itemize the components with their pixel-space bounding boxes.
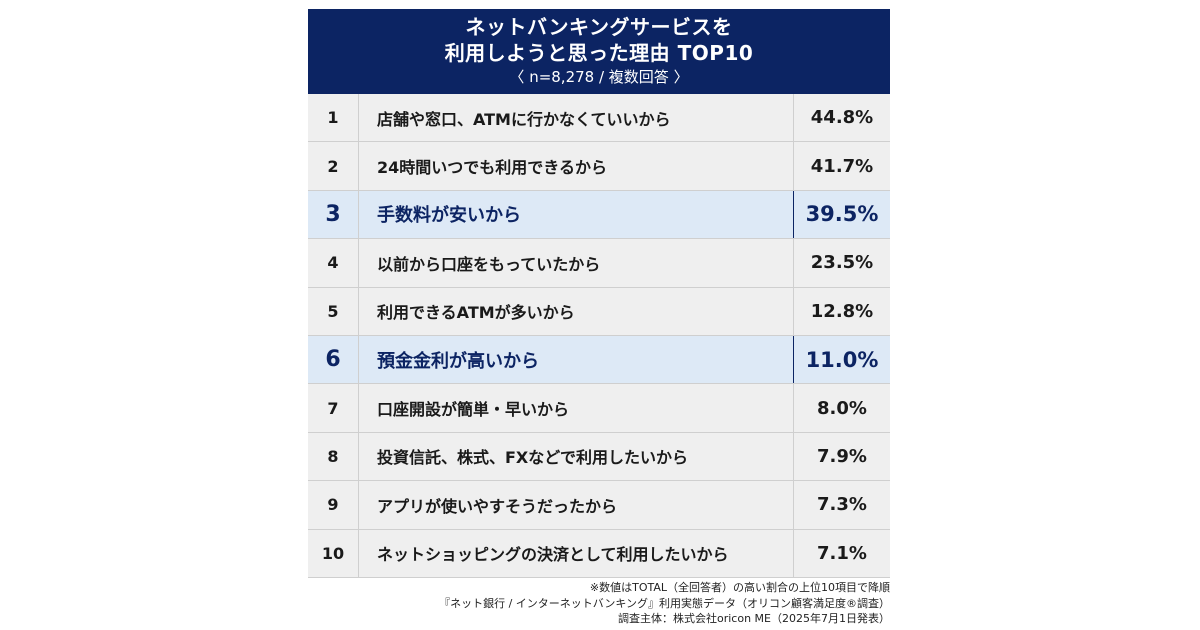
table-row: 7 口座開設が簡単・早いから 8.0% bbox=[308, 384, 890, 433]
reason-cell: 投資信託、株式、FXなどで利用したいから bbox=[359, 432, 794, 481]
percent-cell: 39.5% bbox=[805, 202, 879, 227]
table-row: 2 24時間いつでも利用できるから 41.7% bbox=[308, 142, 890, 191]
reason-cell: アプリが使いやすそうだったから bbox=[359, 481, 794, 529]
footnote-publisher: 調査主体：株式会社oricon ME（2025年7月1日発表） bbox=[618, 612, 890, 625]
reason-cell: 24時間いつでも利用できるから bbox=[359, 142, 794, 190]
reason-cell: 預金金利が高いから bbox=[359, 335, 794, 384]
table-row: 4 以前から口座をもっていたから 23.5% bbox=[308, 239, 890, 288]
table-row: 8 投資信託、株式、FXなどで利用したいから 7.9% bbox=[308, 432, 890, 482]
rank-cell: 4 bbox=[308, 239, 359, 287]
rank-cell: 10 bbox=[308, 529, 359, 577]
reason-cell: 手数料が安いから bbox=[359, 190, 794, 239]
rank-cell: 9 bbox=[308, 481, 359, 529]
reason-cell: 店舗や窓口、ATMに行かなくていいから bbox=[359, 94, 794, 142]
table-row: 6 預金金利が高いから 11.0% bbox=[308, 335, 890, 385]
percent-cell: 7.1% bbox=[817, 542, 867, 564]
percent-cell: 41.7% bbox=[810, 155, 874, 177]
reason-cell: ネットショッピングの決済として利用したいから bbox=[359, 529, 794, 577]
percent-cell: 7.9% bbox=[817, 445, 867, 467]
rank-cell: 1 bbox=[308, 94, 359, 142]
percent-cell: 12.8% bbox=[810, 300, 874, 322]
ranking-table: 1 店舗や窓口、ATMに行かなくていいから 44.8% 2 24時間いつでも利用できるか… bbox=[308, 94, 890, 578]
reason-cell: 以前から口座をもっていたから bbox=[359, 239, 794, 287]
table-row: 3 手数料が安いから 39.5% bbox=[308, 190, 890, 240]
footnote-source: 『ネット銀行 / インターネットバンキング』利用実態データ（オリコン顧客満足度®… bbox=[439, 596, 890, 610]
percent-cell: 7.3% bbox=[817, 494, 867, 516]
reason-cell: 利用できるATMが多いから bbox=[359, 287, 794, 335]
percent-cell: 8.0% bbox=[817, 397, 867, 419]
title-line-1: ネットバンキングサービスを bbox=[465, 15, 733, 39]
rank-cell: 3 bbox=[308, 190, 359, 239]
table-row: 9 アプリが使いやすそうだったから 7.3% bbox=[308, 481, 890, 530]
table-row: 1 店舗や窓口、ATMに行かなくていいから 44.8% bbox=[308, 94, 890, 143]
reason-cell: 口座開設が簡単・早いから bbox=[359, 384, 794, 432]
title-line-2: 利用しようと思った理由 TOP10 bbox=[444, 41, 754, 65]
footnote-sort-order: ※数値はTOTAL（全回答者）の高い割合の上位10項目で降順 bbox=[589, 581, 890, 594]
ranking-header: ネットバンキングサービスを 利用しようと思った理由 TOP10 〈 n=8,27… bbox=[308, 9, 890, 94]
percent-cell: 11.0% bbox=[805, 347, 879, 372]
rank-cell: 6 bbox=[308, 335, 359, 384]
table-row: 5 利用できるATMが多いから 12.8% bbox=[308, 287, 890, 336]
footnotes: ※数値はTOTAL（全回答者）の高い割合の上位10項目で降順 『ネット銀行 / … bbox=[439, 580, 890, 627]
percent-cell: 44.8% bbox=[810, 107, 874, 129]
table-row: 10 ネットショッピングの決済として利用したいから 7.1% bbox=[308, 529, 890, 578]
percent-cell: 23.5% bbox=[810, 252, 874, 274]
ranking-panel: ネットバンキングサービスを 利用しようと思った理由 TOP10 〈 n=8,27… bbox=[308, 9, 890, 578]
rank-cell: 2 bbox=[308, 142, 359, 190]
sample-subtitle: 〈 n=8,278 / 複数回答 〉 bbox=[509, 68, 689, 86]
rank-cell: 8 bbox=[308, 432, 359, 481]
rank-cell: 5 bbox=[308, 287, 359, 335]
rank-cell: 7 bbox=[308, 384, 359, 432]
